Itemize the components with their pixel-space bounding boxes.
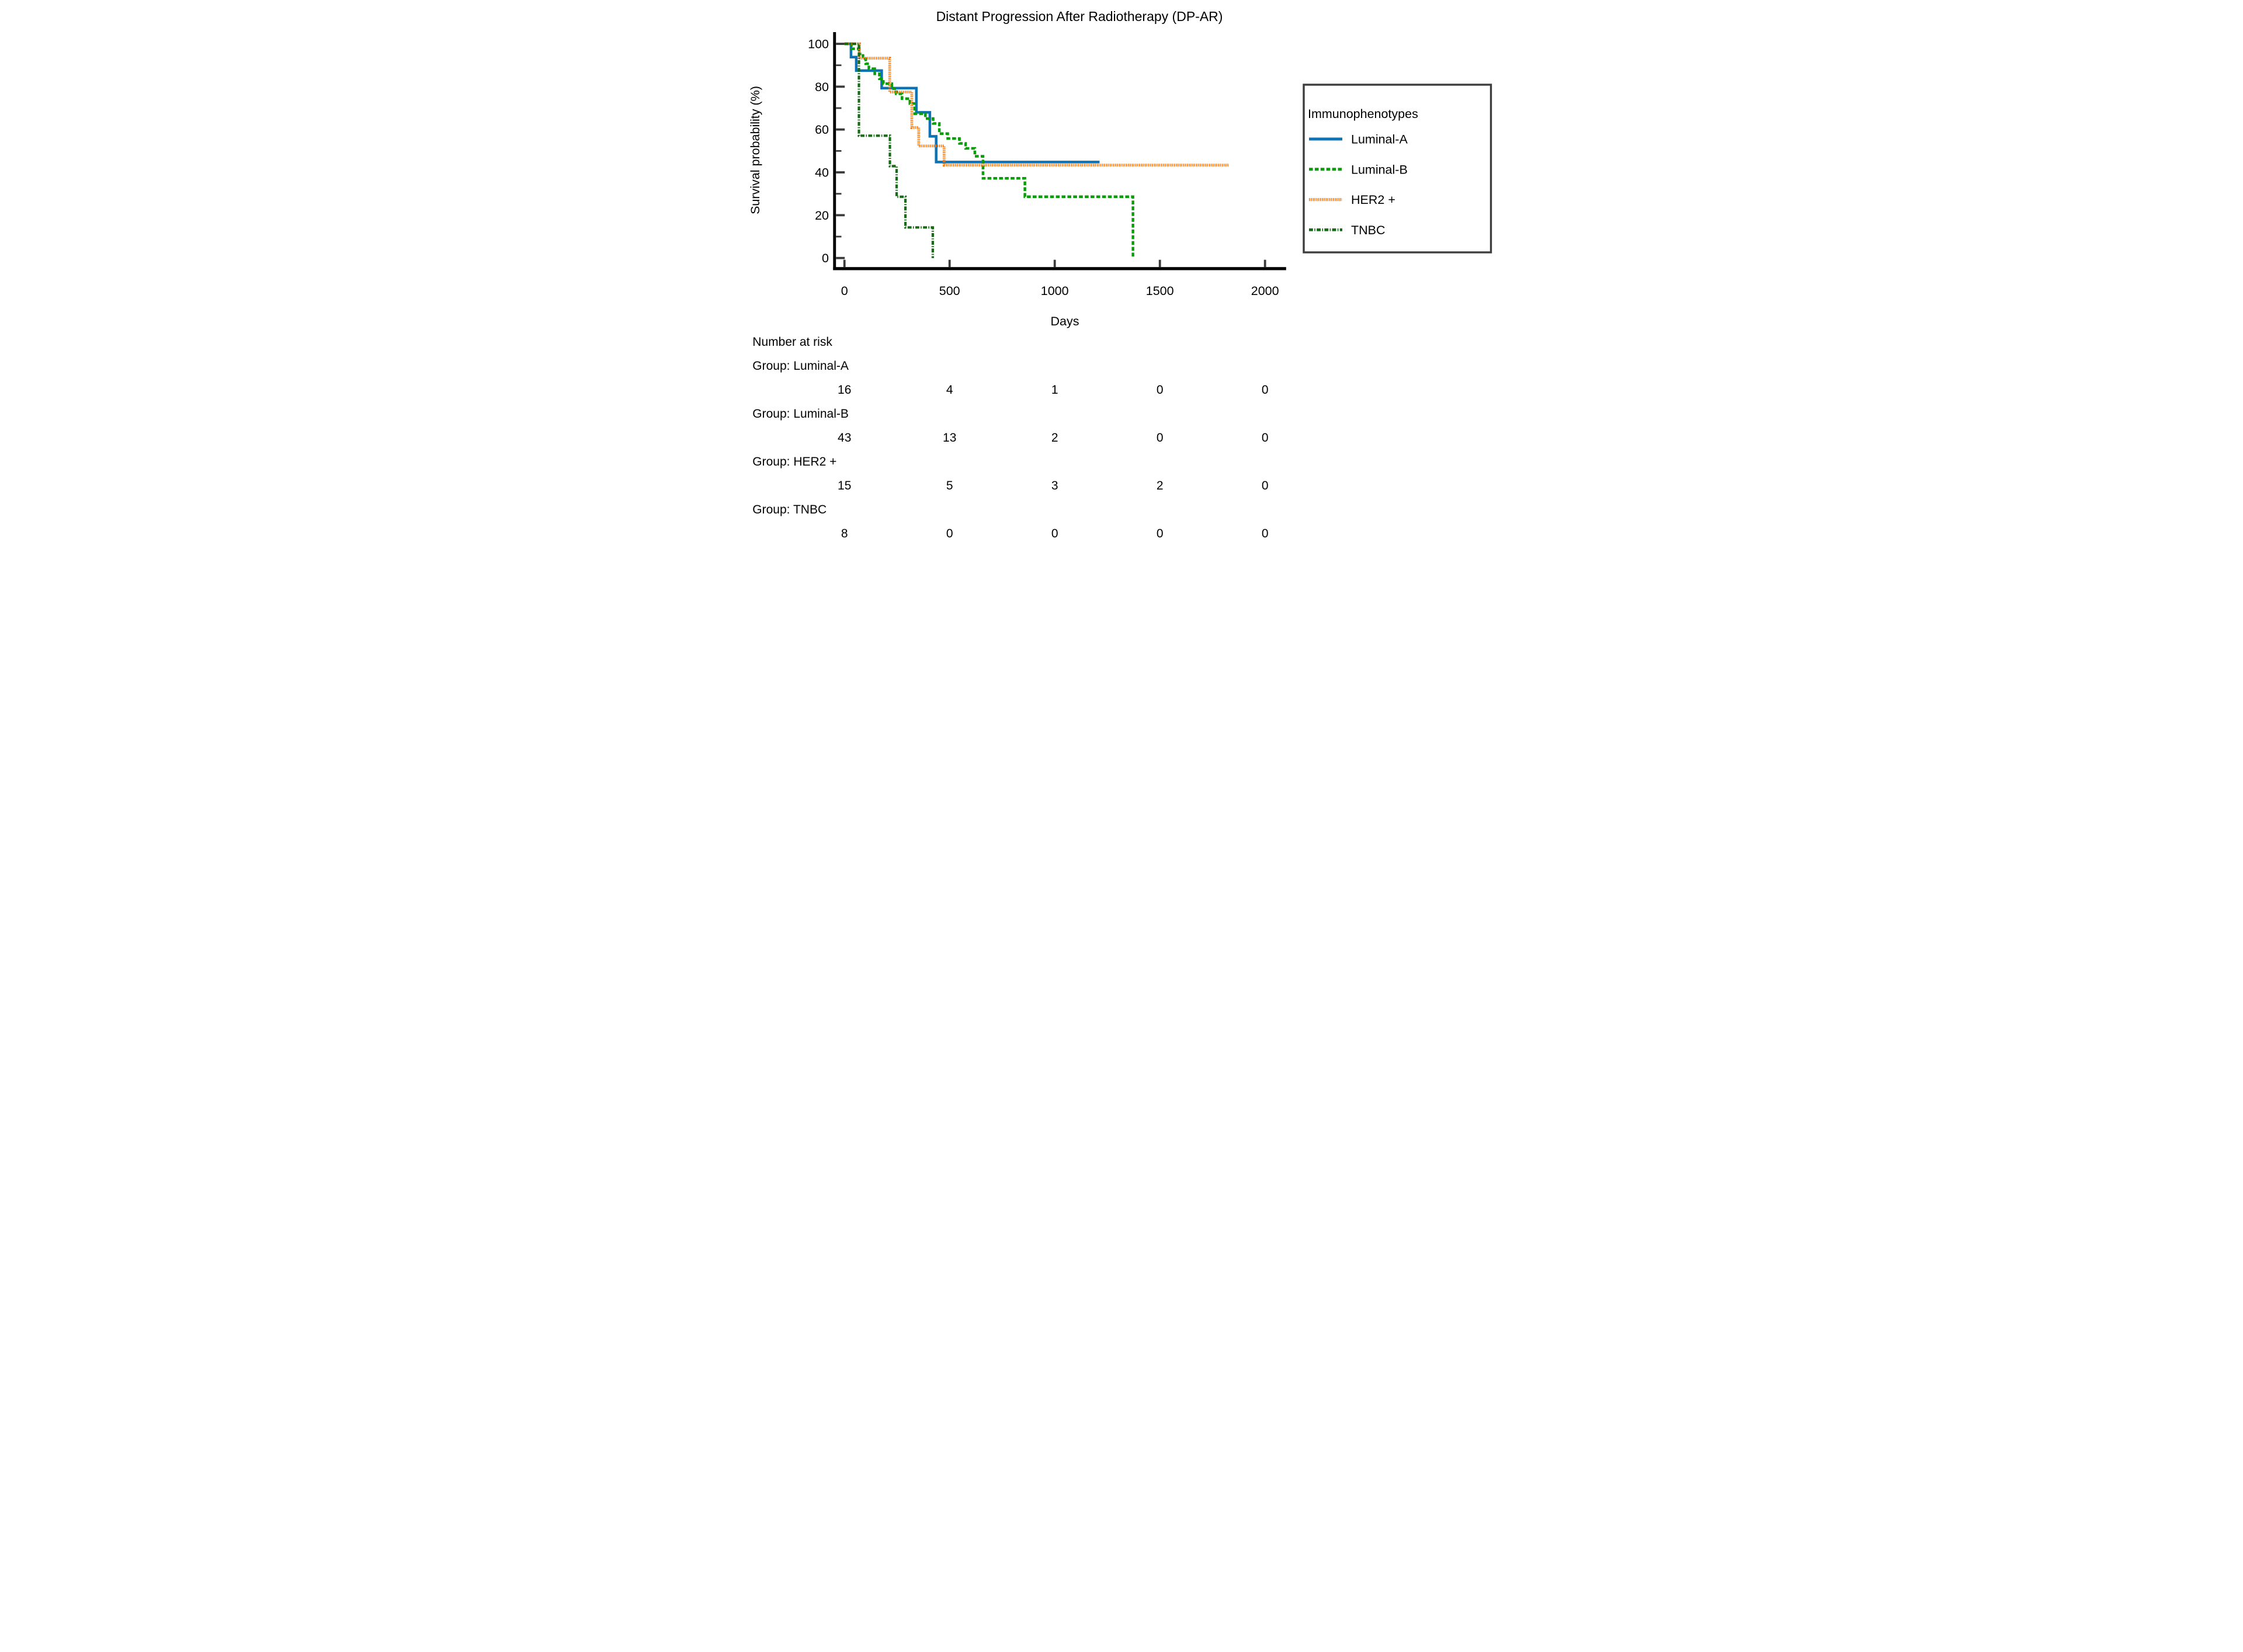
- legend-item-label: Luminal-B: [1351, 162, 1408, 176]
- x-axis-spine: [833, 267, 1286, 270]
- legend-item-label: HER2 +: [1351, 193, 1395, 207]
- risk-value: 43: [838, 431, 851, 445]
- legend-title: Immunophenotypes: [1308, 107, 1418, 121]
- risk-value: 3: [1051, 479, 1058, 492]
- risk-value: 1: [1051, 383, 1058, 397]
- legend-items: Luminal-A Luminal-B HER2 + TNBC: [1309, 133, 1408, 237]
- risk-value: 4: [946, 383, 953, 397]
- risk-group-label: Group: HER2 +: [752, 455, 836, 468]
- survival-curves: [844, 42, 1229, 258]
- risk-value: 0: [1262, 383, 1269, 397]
- chart-title: Distant Progression After Radiotherapy (…: [936, 9, 1223, 24]
- x-tick-label: 1500: [1146, 284, 1174, 298]
- risk-value: 8: [841, 527, 848, 540]
- legend-item-label: Luminal-A: [1351, 133, 1408, 147]
- risk-value: 0: [1157, 527, 1164, 540]
- x-tick-label: 2000: [1251, 284, 1279, 298]
- x-tick-label: 0: [841, 284, 848, 298]
- y-axis-spine: [833, 32, 836, 270]
- risk-value: 0: [1262, 479, 1269, 492]
- curve-luminal-a: [844, 42, 1100, 164]
- y-tick-label: 0: [822, 251, 829, 265]
- y-axis-label: Survival probability (%): [748, 86, 762, 214]
- risk-value: 0: [1157, 383, 1164, 397]
- y-axis-ticks: 0 20 40 60 80 100: [808, 37, 845, 265]
- legend: Immunophenotypes Luminal-A Luminal-B HER2 …: [1303, 84, 1492, 254]
- y-tick-label: 20: [815, 209, 829, 223]
- risk-table-rows: Group: Luminal-A 16 4 1 0 0 Group: Luminal-B 43…: [752, 359, 1268, 540]
- risk-value: 0: [1262, 431, 1269, 445]
- curve-luminal-b: [844, 42, 1134, 258]
- risk-value: 5: [946, 479, 953, 492]
- y-tick-label: 80: [815, 80, 829, 94]
- x-axis-ticks: 0 500 1000 1500 2000: [841, 259, 1279, 298]
- x-tick-label: 500: [939, 284, 960, 298]
- y-tick-label: 100: [808, 37, 829, 51]
- risk-group-label: Group: TNBC: [752, 503, 827, 516]
- risk-table: Number at risk Group: Luminal-A16 4 1 0 0Gro…: [752, 335, 1268, 540]
- risk-value: 0: [1157, 431, 1164, 445]
- risk-table-header: Number at risk: [752, 335, 832, 349]
- km-chart: Distant Progression After Radiotherapy (…: [748, 9, 1492, 540]
- risk-group-label: Group: Luminal-B: [752, 407, 849, 421]
- y-tick-label: 40: [815, 166, 829, 180]
- legend-item-label: TNBC: [1351, 223, 1386, 237]
- y-tick-label: 60: [815, 123, 829, 137]
- risk-value: 13: [943, 431, 956, 445]
- x-axis-label: Days: [1051, 314, 1079, 328]
- risk-value: 0: [946, 527, 953, 540]
- figure: Distant Progression After Radiotherapy (…: [748, 0, 1495, 551]
- risk-value: 0: [1262, 527, 1269, 540]
- risk-value: 2: [1051, 431, 1058, 445]
- risk-value: 16: [838, 383, 851, 397]
- risk-value: 0: [1051, 527, 1058, 540]
- risk-value: 2: [1157, 479, 1164, 492]
- risk-group-label: Group: Luminal-A: [752, 359, 849, 373]
- x-tick-label: 1000: [1041, 284, 1069, 298]
- risk-value: 15: [838, 479, 851, 492]
- curve-her2: [844, 42, 1229, 166]
